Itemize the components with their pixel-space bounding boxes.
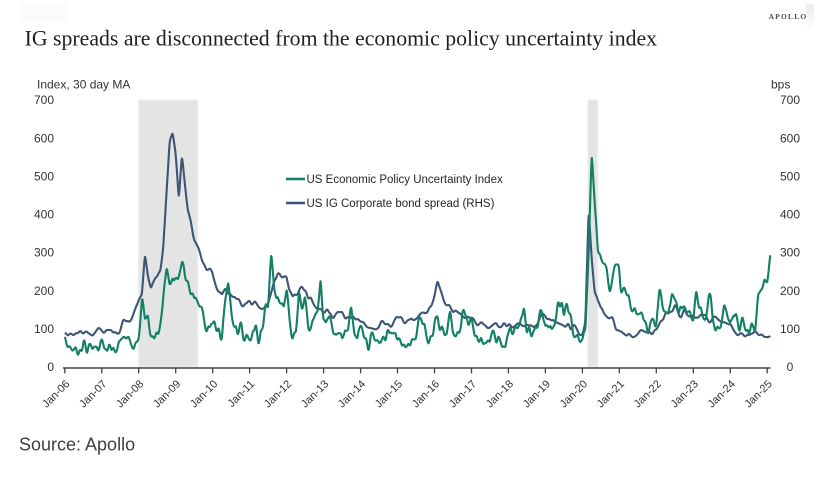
svg-text:500: 500 <box>780 169 800 183</box>
svg-text:bps: bps <box>771 78 790 92</box>
svg-text:IG spreads are disconnected fr: IG spreads are disconnected from the eco… <box>25 27 658 51</box>
svg-text:400: 400 <box>34 208 54 222</box>
svg-text:US Economic Policy Uncertainty: US Economic Policy Uncertainty Index <box>307 174 503 186</box>
svg-text:500: 500 <box>34 169 54 183</box>
svg-text:100: 100 <box>34 322 54 336</box>
svg-text:300: 300 <box>780 246 800 260</box>
svg-text:0: 0 <box>47 360 54 374</box>
svg-text:200: 200 <box>780 284 800 298</box>
svg-text:400: 400 <box>780 208 800 222</box>
svg-text:300: 300 <box>34 246 54 260</box>
svg-text:APOLLO: APOLLO <box>769 12 808 21</box>
svg-text:Index, 30 day MA: Index, 30 day MA <box>37 78 130 92</box>
svg-text:US IG Corporate bond spread (R: US IG Corporate bond spread (RHS) <box>307 198 495 210</box>
svg-text:100: 100 <box>780 322 800 336</box>
svg-text:0: 0 <box>787 360 794 374</box>
svg-text:200: 200 <box>34 284 54 298</box>
svg-text:Source: Apollo: Source: Apollo <box>19 435 135 455</box>
svg-text:600: 600 <box>780 131 800 145</box>
svg-text:700: 700 <box>34 93 54 107</box>
svg-text:600: 600 <box>34 131 54 145</box>
svg-text:700: 700 <box>780 93 800 107</box>
